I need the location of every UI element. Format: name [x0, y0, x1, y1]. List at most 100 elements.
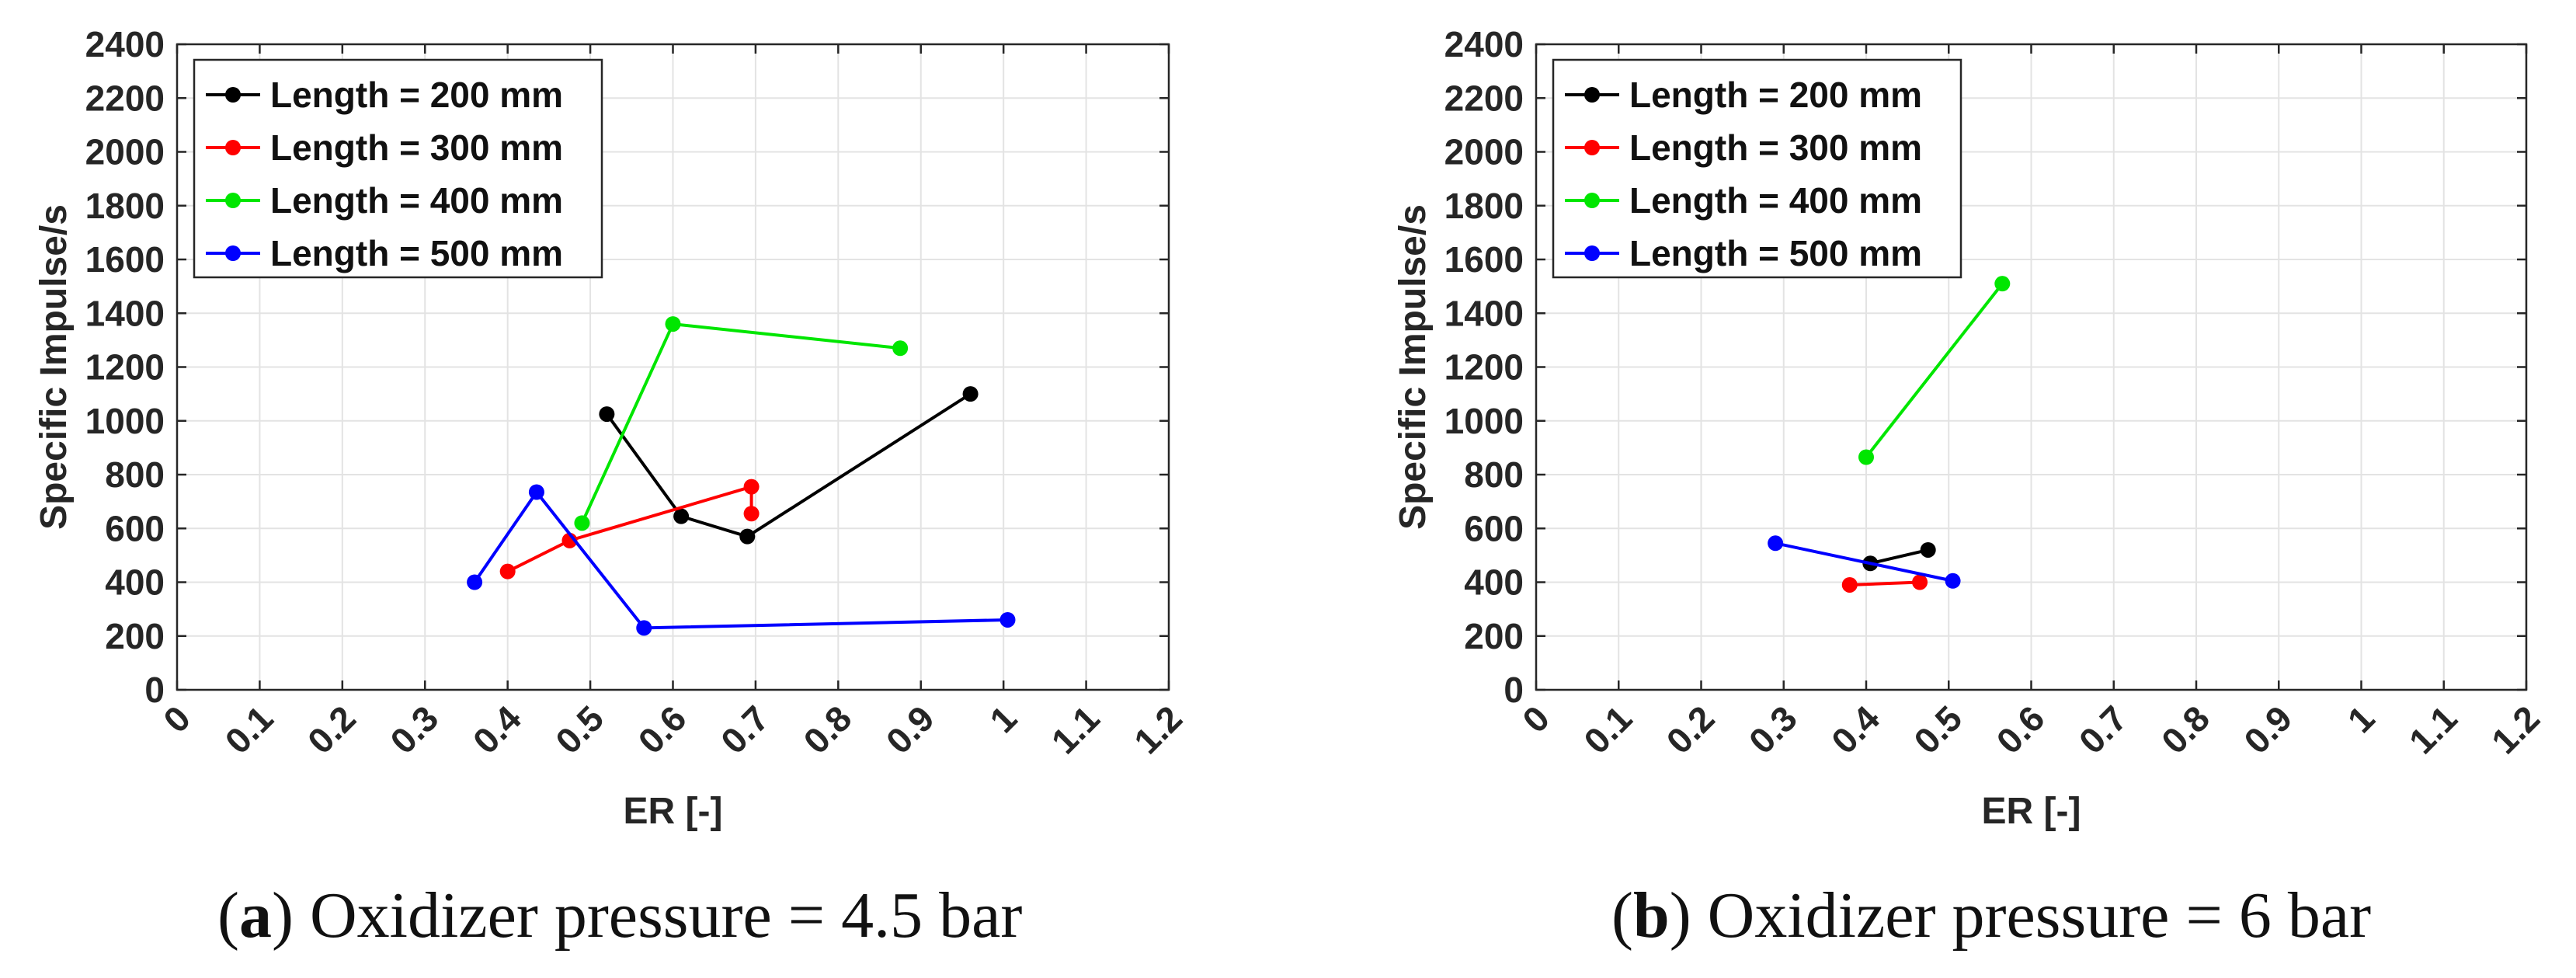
x-tick-label: 0.6: [631, 698, 694, 761]
series-line-4: [1775, 541, 1953, 583]
data-point-2: [1912, 574, 1928, 590]
series-line-4: [473, 489, 1008, 630]
x-tick-label: 0.6: [1989, 698, 2053, 761]
data-point-4: [1768, 535, 1784, 552]
caption-a: (a) Oxidizer pressure = 4.5 bar: [217, 879, 1023, 952]
x-tick-label: 1.2: [2484, 698, 2547, 761]
data-point-3: [892, 340, 909, 357]
x-tick-label: 0.3: [1741, 698, 1805, 761]
x-tick-label: 0.3: [382, 698, 446, 761]
y-tick-label: 400: [105, 562, 165, 603]
y-tick-label: 200: [105, 616, 165, 656]
data-point-4: [1945, 573, 1961, 589]
data-point-2: [499, 563, 516, 579]
data-point-1: [739, 528, 756, 545]
legend-label-2: Length = 300 mm: [270, 127, 563, 168]
data-point-1: [599, 406, 615, 423]
data-point-4: [636, 620, 652, 636]
series-line-1: [1869, 548, 1929, 566]
x-tick-label: 0.8: [2154, 698, 2217, 761]
x-tick-label: 0.4: [465, 698, 529, 761]
x-tick-label: 0.9: [2236, 698, 2300, 761]
legend-label-3: Length = 400 mm: [270, 180, 563, 221]
x-tick-label: 0.9: [878, 698, 942, 761]
data-point-2: [743, 506, 760, 522]
x-tick-label: 1.2: [1126, 698, 1190, 761]
y-tick-label: 2200: [1444, 78, 1524, 118]
caption-a-label: a: [238, 879, 272, 952]
y-tick-label: 1600: [85, 239, 165, 280]
x-axis-label: ER [-]: [624, 791, 723, 832]
legend-marker-4: [1584, 245, 1600, 261]
y-tick-label: 1000: [1444, 401, 1524, 441]
x-tick-label: 0.2: [300, 698, 363, 761]
chart-panel-a: 0 200 400 600 800 1000 1200 1400 1600 1800 2000 220…: [33, 24, 1190, 832]
x-tick-label: 1.1: [2401, 698, 2465, 761]
y-tick-label: 1200: [85, 347, 165, 388]
data-point-1: [962, 386, 979, 402]
series-line-2: [1849, 580, 1921, 586]
legend-marker-1: [225, 87, 241, 103]
y-tick-label: 800: [1464, 454, 1524, 495]
data-point-4: [467, 574, 483, 590]
legend-label-4: Length = 500 mm: [270, 233, 563, 273]
caption-b-text: ) Oxidizer pressure = 6 bar: [1669, 879, 2372, 952]
data-point-3: [574, 515, 590, 531]
x-tick-label: 0.5: [1906, 698, 1969, 761]
legend-label-1: Length = 200 mm: [1629, 75, 1922, 115]
legend-label-4: Length = 500 mm: [1629, 233, 1922, 273]
caption-b: (b) Oxidizer pressure = 6 bar: [1611, 879, 2372, 952]
data-point-1: [673, 508, 690, 524]
y-tick-label: 1800: [85, 186, 165, 226]
y-tick-label: 600: [1464, 508, 1524, 548]
data-point-1: [1920, 541, 1936, 558]
y-tick-label: 1200: [1444, 347, 1524, 388]
series-line-2: [506, 484, 753, 573]
x-tick-label: 0.1: [1576, 698, 1639, 761]
legend-box: [1552, 58, 1962, 279]
legend-marker-2: [225, 140, 241, 155]
series-line-3: [1865, 282, 2004, 458]
legend-marker-3: [225, 193, 241, 208]
series-line-1: [605, 392, 972, 538]
data-point-3: [1858, 449, 1874, 465]
legend-marker-1: [1584, 87, 1600, 103]
y-tick-label: 2200: [85, 78, 165, 118]
x-tick-label: 0.7: [2071, 698, 2135, 761]
y-tick-label: 600: [105, 508, 165, 548]
x-tick-label: 0.2: [1659, 698, 1723, 761]
legend-label-1: Length = 200 mm: [270, 75, 563, 115]
caption-a-text: ) Oxidizer pressure = 4.5 bar: [271, 879, 1023, 952]
y-tick-label: 2000: [85, 132, 165, 172]
x-tick-label: 0.8: [795, 698, 859, 761]
legend-label-2: Length = 300 mm: [1629, 127, 1922, 168]
data-point-2: [743, 479, 760, 495]
x-tick-label: 1: [982, 698, 1024, 740]
x-tick-label: 0.4: [1823, 698, 1887, 761]
x-tick-label: 1.1: [1044, 698, 1107, 761]
data-point-2: [1841, 576, 1858, 593]
y-tick-label: 0: [144, 670, 165, 710]
data-point-3: [1994, 276, 2011, 292]
x-axis-label: ER [-]: [1982, 791, 2081, 832]
x-tick-label: 0.1: [217, 698, 280, 761]
data-point-4: [528, 484, 544, 500]
legend-marker-4: [225, 245, 241, 261]
legend-label-3: Length = 400 mm: [1629, 180, 1922, 221]
legend-marker-2: [1584, 140, 1600, 155]
y-tick-label: 2400: [1444, 24, 1524, 64]
caption-b-label: b: [1632, 879, 1670, 952]
data-point-3: [665, 316, 681, 332]
y-tick-label: 1400: [85, 293, 165, 333]
y-tick-label: 2000: [1444, 132, 1524, 172]
x-tick-label: 1: [2340, 698, 2383, 740]
data-point-4: [999, 611, 1016, 628]
y-tick-label: 0: [1504, 670, 1524, 710]
chart-panel-b: 0 200 400 600 800 1000 1200 1400 1600 1800 2000 220…: [1392, 24, 2547, 832]
y-axis-label: Specific Impulse/s: [33, 204, 75, 530]
y-tick-label: 200: [1464, 616, 1524, 656]
legend-marker-3: [1584, 193, 1600, 208]
legend-box: [193, 58, 603, 279]
x-tick-label: 0.5: [548, 698, 611, 761]
